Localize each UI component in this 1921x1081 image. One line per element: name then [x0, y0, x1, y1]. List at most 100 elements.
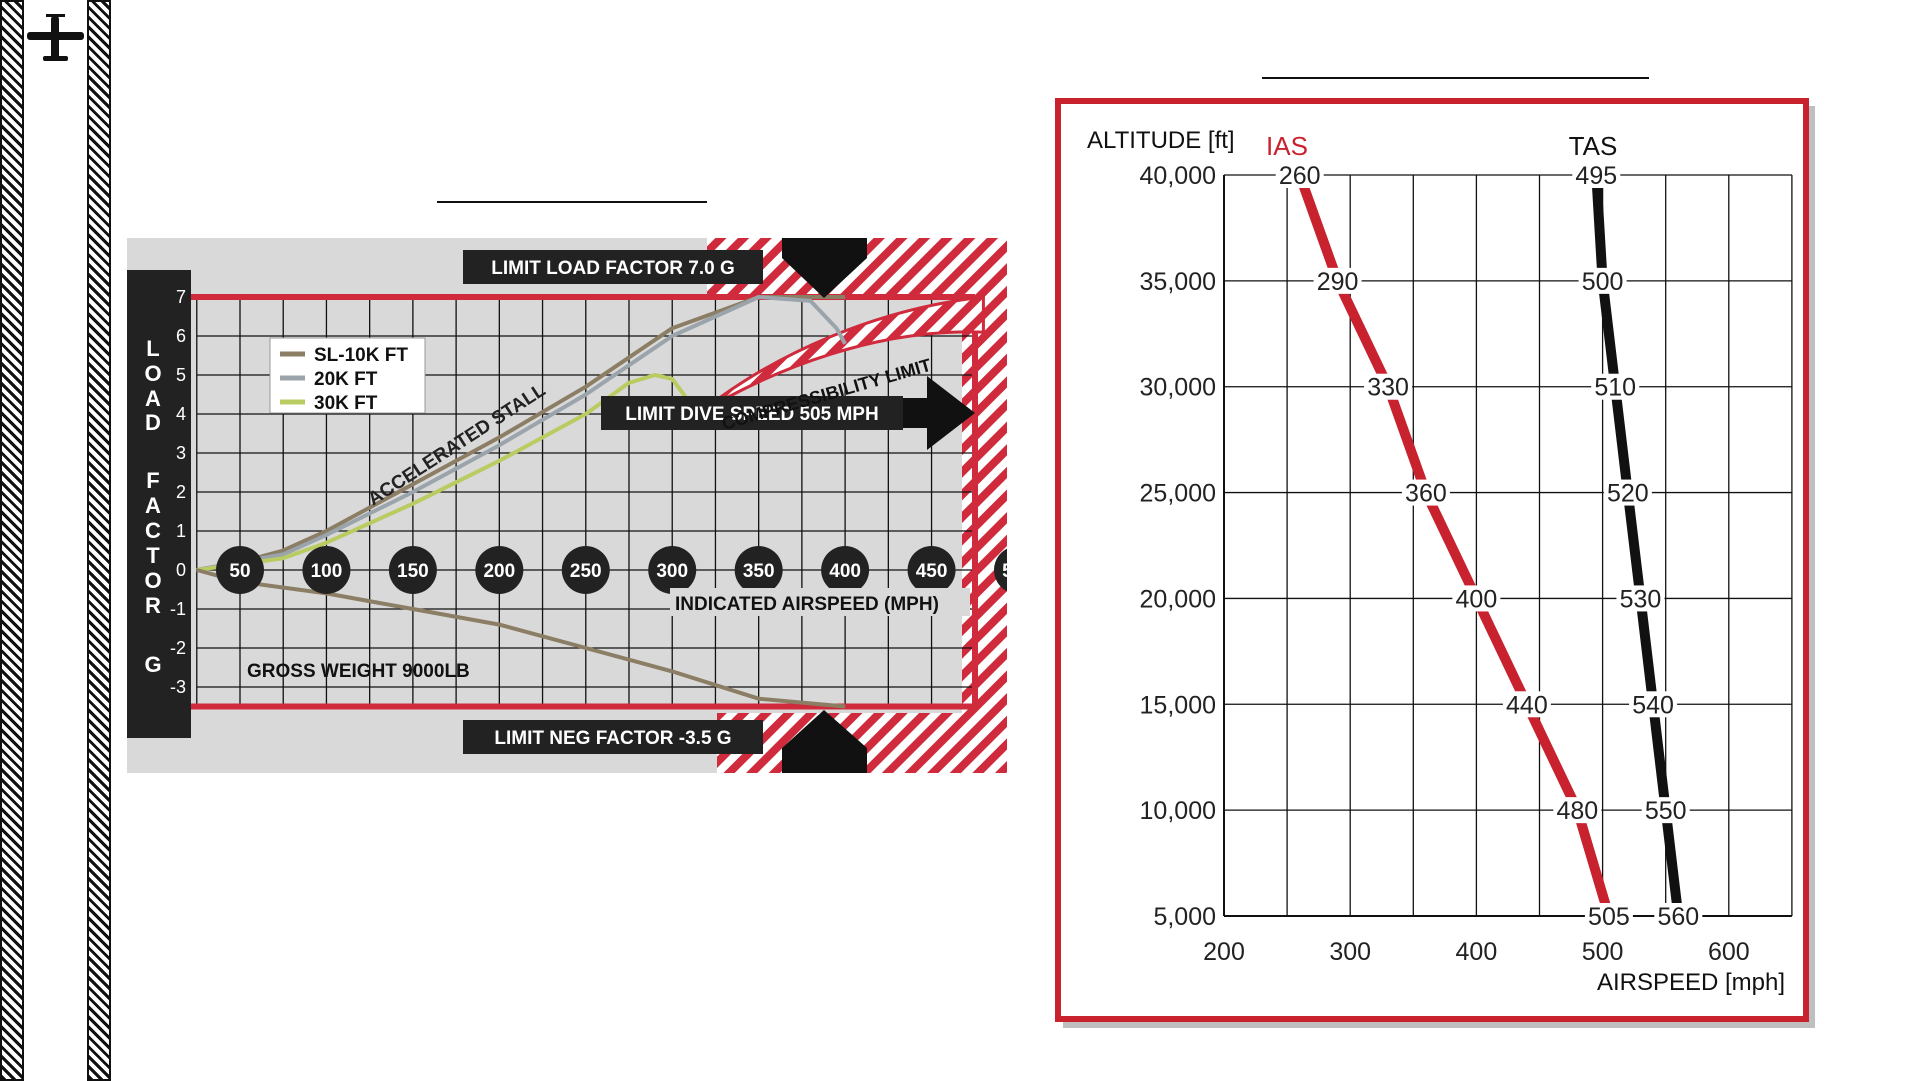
speed-marker-label: 200 [483, 561, 515, 582]
alt-x-tick-label: 600 [1708, 938, 1750, 966]
vn-y-tick-label: 0 [176, 560, 186, 580]
load-factor-letter: G [144, 652, 161, 677]
tas-point-label: 495 [1575, 162, 1617, 190]
vn-background [127, 238, 1007, 773]
vn-axis-bar [127, 270, 191, 738]
limit-neg-arrow-icon [782, 710, 867, 773]
ias-point-label-bg [1553, 797, 1602, 824]
tas-point-label: 530 [1620, 585, 1662, 613]
ias-point-label-bg [1502, 691, 1551, 718]
speed-marker-circle [734, 546, 783, 594]
tas-point-label-bg [1578, 267, 1627, 294]
load-factor-letter: T [146, 543, 160, 568]
tas-point-label: 560 [1657, 903, 1699, 931]
alt-y-tick-label: 20,000 [1140, 585, 1216, 613]
alt-x-tick-label: 300 [1329, 938, 1371, 966]
load-factor-letter: D [145, 410, 161, 435]
dive-arrow-head [927, 376, 975, 450]
speed-marker-label: 300 [656, 561, 688, 582]
tas-point-label-bg [1591, 373, 1640, 400]
alt-y-tick-label: 10,000 [1140, 797, 1216, 825]
vn-y-tick-label: -2 [170, 638, 186, 658]
alt-y-tick-label: 30,000 [1140, 374, 1216, 402]
dive-arrow-shaft [902, 398, 930, 428]
vn-y-tick-label: 5 [176, 365, 186, 385]
speed-marker-label: 100 [311, 561, 343, 582]
ias-point-label-bg [1364, 373, 1413, 400]
alt-x-tick-label: 200 [1203, 938, 1245, 966]
vn-legend-label: 20K FT [314, 369, 378, 390]
limit-load-arrow-icon [782, 238, 867, 298]
ias-point-label-bg [1275, 162, 1324, 188]
speed-marker-circle [907, 546, 956, 594]
vn-x-axis-label: INDICATED AIRSPEED (MPH) [675, 594, 939, 615]
limit-load-label: LIMIT LOAD FACTOR 7.0 G [491, 258, 735, 279]
vn-y-tick-label: 1 [176, 521, 186, 541]
tas-point-label-bg [1603, 479, 1652, 506]
ias-point-label: 505 [1588, 903, 1630, 931]
alt-y-tick-label: 5,000 [1153, 903, 1216, 931]
speed-marker-label: 450 [916, 561, 948, 582]
ias-point-label: 400 [1456, 585, 1498, 613]
x-axis-label-bg [670, 588, 970, 616]
airplane-icon [27, 14, 84, 61]
speed-marker-circle [302, 546, 351, 594]
vn-series-line-2 [196, 373, 700, 572]
vn-y-tick-label: 4 [176, 404, 186, 424]
altitude-airspeed-chart: 505 480 440 400 360 330 290 260 560 550 540 530 520 5… [1055, 98, 1815, 1028]
alt-heading-underline [1262, 77, 1649, 79]
vn-diagram: 50 100 150 200 250 300 350 400 450 500 7 6 5 4 3 2 1 0 -1… [127, 238, 1007, 773]
load-factor-letter: A [145, 386, 161, 411]
vn-y-tick-label: -1 [170, 599, 186, 619]
tas-point-label-bg [1641, 797, 1690, 824]
tas-point-label-bg [1616, 585, 1665, 612]
ias-line [1294, 173, 1614, 918]
tas-label: TAS [1569, 131, 1618, 161]
alt-frame [1055, 98, 1809, 1022]
speed-marker-label: 400 [829, 561, 861, 582]
limit-load-label-box [463, 250, 763, 284]
compressibility-zone [697, 295, 985, 416]
speed-marker-circle [388, 546, 437, 594]
vn-y-tick-label: 2 [176, 482, 186, 502]
alt-y-tick-label: 25,000 [1140, 480, 1216, 508]
alt-y-tick-label: 15,000 [1140, 691, 1216, 719]
tas-point-label-bg [1572, 162, 1621, 188]
ias-point-label-bg [1313, 267, 1362, 294]
load-factor-letter: C [145, 518, 161, 543]
vn-legend: SL-10K FT 20K FT 30K FT [269, 337, 426, 414]
left-hatched-border [0, 0, 24, 1081]
ias-point-label: 290 [1317, 268, 1359, 296]
load-factor-letter: R [145, 593, 161, 618]
limit-dive-label: LIMIT DIVE SPEED 505 MPH [625, 404, 878, 425]
ias-point-label: 360 [1405, 480, 1447, 508]
tas-line [1591, 174, 1684, 917]
limit-neg-label-box [463, 720, 763, 754]
ias-point-label: 330 [1367, 374, 1409, 402]
speed-marker-circle [821, 546, 870, 594]
alt-y-title: ALTITUDE [ft] [1087, 127, 1235, 154]
vn-y-tick-label: -3 [170, 677, 186, 697]
ias-point-label: 480 [1557, 797, 1599, 825]
speed-marker-label: 50 [229, 561, 250, 582]
alt-y-tick-label: 35,000 [1140, 268, 1216, 296]
dive-speed-arrow-icon [782, 238, 975, 773]
limit-neg-label: LIMIT NEG FACTOR -3.5 G [494, 728, 731, 749]
load-factor-letter: O [144, 361, 161, 386]
tas-point-label: 510 [1594, 374, 1636, 402]
alt-x-tick-label: 500 [1582, 938, 1624, 966]
speed-marker-label: 150 [397, 561, 429, 582]
ias-point-label: 260 [1279, 162, 1321, 190]
vn-legend-label: 30K FT [314, 393, 378, 414]
speed-marker-label: 350 [743, 561, 775, 582]
speed-marker-circle [648, 546, 697, 594]
right-hatched-border [87, 0, 111, 1081]
alt-x-tick-label: 400 [1456, 938, 1498, 966]
ias-point-label-bg [1401, 479, 1450, 506]
speed-marker-circle [561, 546, 610, 594]
tas-point-label-bg [1654, 903, 1703, 929]
speed-marker-circle [994, 548, 1007, 592]
speed-marker-circle [216, 546, 264, 594]
load-factor-letter: A [145, 493, 161, 518]
speed-marker-label: 500 [1002, 561, 1007, 582]
